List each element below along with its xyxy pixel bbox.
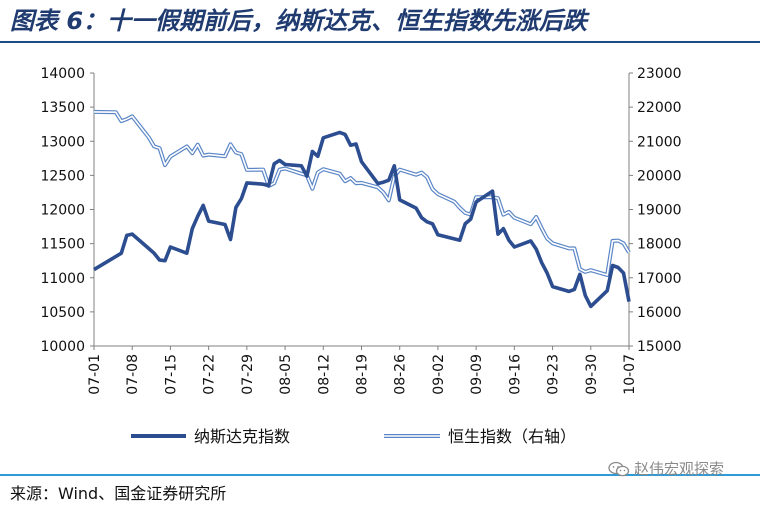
- y-left-tick-label: 13500: [40, 100, 85, 116]
- source-note: 来源：Wind、国金证券研究所: [10, 484, 227, 503]
- x-tick-label: 08-05: [278, 354, 294, 395]
- y-left-tick-label: 11500: [40, 237, 85, 253]
- x-tick-label: 07-01: [87, 354, 103, 395]
- x-tick-label: 07-22: [202, 354, 218, 395]
- y-right-tick-label: 21000: [637, 134, 682, 150]
- y-right-tick-label: 22000: [637, 100, 682, 116]
- y-right-tick-label: 18000: [637, 237, 682, 253]
- x-tick-label: 09-23: [546, 354, 562, 395]
- y-right-tick-label: 16000: [637, 305, 682, 321]
- y-left-tick-label: 14000: [40, 66, 85, 82]
- y-left-tick-label: 13000: [40, 134, 85, 150]
- x-tick-label: 09-30: [584, 354, 600, 395]
- y-right-tick-label: 20000: [637, 168, 682, 184]
- x-tick-label: 10-07: [622, 354, 638, 395]
- y-right-tick-label: 23000: [637, 66, 682, 82]
- legend-item-hsi: 恒生指数（右轴）: [384, 427, 576, 446]
- y-left-tick-label: 10000: [40, 339, 85, 355]
- y-left-tick-label: 12000: [40, 203, 85, 219]
- line-chart: 10000 10500 11000 11500 12000 12500 13000 13500…: [40, 66, 682, 446]
- x-tick-label: 08-26: [393, 354, 409, 395]
- hsi-line-outer: [93, 109, 631, 277]
- y-left-tick-label: 10500: [40, 305, 85, 321]
- top-divider: [0, 41, 760, 43]
- y-left-tick-label: 12500: [40, 168, 85, 184]
- y-right-tick-label: 19000: [637, 203, 682, 219]
- series-nasdaq: [93, 130, 631, 309]
- legend-item-nasdaq: 纳斯达克指数: [131, 427, 290, 446]
- y-right-tick-label: 15000: [637, 339, 682, 355]
- chart-title: 图表 6：十一假期前后，纳斯达克、恒生指数先涨后跌: [10, 7, 588, 35]
- y-left-tick-label: 11000: [40, 271, 85, 287]
- hsi-line-inner: [93, 111, 630, 276]
- x-tick-label: 07-29: [240, 354, 256, 395]
- x-tick-label: 08-19: [355, 354, 371, 395]
- bottom-divider: [0, 474, 760, 476]
- y-right-tick-label: 17000: [637, 271, 682, 287]
- watermark: 赵伟宏观探索: [608, 458, 724, 479]
- x-tick-label: 09-09: [469, 354, 485, 395]
- x-tick-label: 07-15: [163, 354, 179, 395]
- x-tick-label: 09-02: [431, 354, 447, 395]
- watermark-text: 赵伟宏观探索: [634, 460, 725, 478]
- legend-label-nasdaq: 纳斯达克指数: [194, 427, 290, 446]
- x-tick-label: 08-12: [316, 354, 332, 395]
- x-tick-label: 09-16: [507, 354, 523, 395]
- wechat-icon: [608, 461, 630, 477]
- series-hsi: [93, 109, 631, 277]
- legend-label-hsi: 恒生指数（右轴）: [448, 427, 576, 446]
- x-tick-label: 07-08: [125, 354, 141, 395]
